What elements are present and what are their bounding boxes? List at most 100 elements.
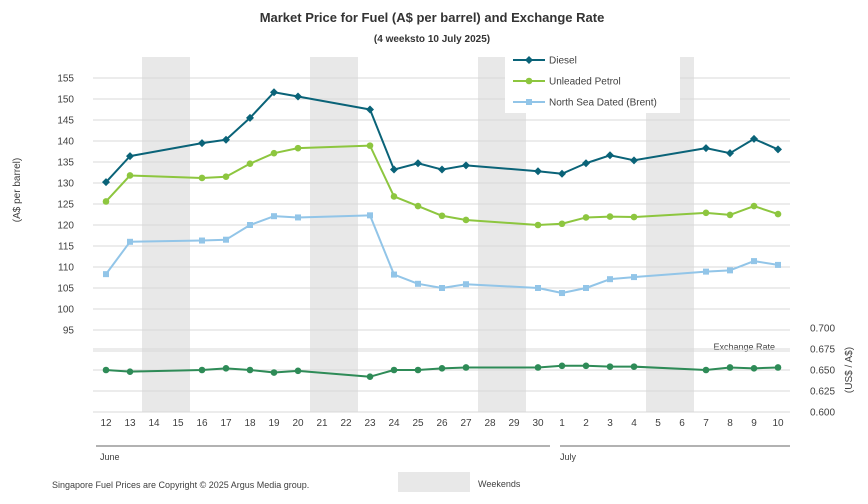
unleaded-petrol-series-point bbox=[774, 210, 782, 218]
y2-axis-label: (US$ / A$) bbox=[844, 347, 855, 393]
y-tick-label: 110 bbox=[58, 263, 74, 274]
exchange-rate-series-point bbox=[702, 366, 710, 374]
brent-series-point bbox=[559, 290, 565, 297]
exchange-rate-series-point bbox=[534, 364, 542, 371]
x-tick-label: 12 bbox=[100, 418, 112, 429]
exchange-rate-label: Exchange Rate bbox=[713, 342, 775, 352]
unleaded-petrol-series-point bbox=[750, 202, 758, 210]
brent-series-point bbox=[391, 271, 397, 278]
legend-label-diesel: Diesel bbox=[549, 56, 577, 67]
brent-series-point bbox=[775, 261, 781, 268]
brent-series-point bbox=[103, 271, 109, 278]
weekend-band-3 bbox=[646, 57, 694, 412]
legend-label-unleaded-petrol: Unleaded Petrol bbox=[549, 77, 621, 88]
unleaded-petrol-series-point bbox=[270, 149, 278, 157]
x-tick-label: 3 bbox=[607, 418, 613, 429]
brent-series-point bbox=[727, 267, 733, 274]
y-tick-label: 130 bbox=[57, 179, 74, 190]
exchange-rate-series-point bbox=[270, 369, 278, 376]
x-tick-label: 15 bbox=[172, 418, 184, 429]
x-tick-label: 26 bbox=[436, 418, 448, 429]
weekend-band-2 bbox=[478, 57, 526, 412]
x-tick-label: 19 bbox=[268, 418, 280, 429]
diesel-series-point bbox=[126, 152, 134, 161]
x-tick-label: 23 bbox=[364, 418, 376, 429]
exchange-rate-series-point bbox=[390, 366, 398, 374]
brent-series-point bbox=[439, 285, 445, 291]
brent-series-point bbox=[583, 285, 589, 291]
unleaded-petrol-series-point bbox=[702, 209, 710, 217]
unleaded-petrol-series-point bbox=[606, 213, 614, 220]
x-tick-label: 27 bbox=[460, 418, 472, 429]
brent-series-point bbox=[271, 213, 277, 220]
exchange-rate-series-point bbox=[222, 365, 230, 372]
diesel-series-point bbox=[702, 144, 710, 153]
diesel-series-point bbox=[462, 161, 470, 170]
diesel-series-point bbox=[366, 105, 374, 114]
exchange-rate-series-point bbox=[102, 366, 110, 374]
diesel-series-point bbox=[270, 88, 278, 97]
x-tick-label: 25 bbox=[412, 418, 424, 429]
brent-series-point bbox=[415, 280, 421, 287]
diesel-series-point bbox=[102, 178, 110, 187]
diesel-series-point bbox=[246, 113, 254, 122]
diesel-series-point bbox=[558, 169, 566, 178]
y-tick-label: 115 bbox=[58, 242, 74, 253]
x-tick-label: 22 bbox=[340, 418, 352, 429]
brent-series-point bbox=[247, 222, 253, 228]
unleaded-petrol-series-point bbox=[630, 213, 638, 221]
y-tick-label: 125 bbox=[57, 200, 74, 211]
legend-marker-diesel bbox=[525, 56, 533, 64]
brent-series-point bbox=[535, 285, 541, 291]
chart-subtitle: (4 weeksto 10 July 2025) bbox=[374, 34, 490, 45]
exchange-rate-series-point bbox=[774, 364, 782, 371]
brent-series-point bbox=[607, 276, 613, 283]
unleaded-petrol-series-point bbox=[438, 212, 446, 220]
diesel-series-point bbox=[726, 149, 734, 158]
x-tick-label: 7 bbox=[703, 418, 709, 429]
diesel-series-point bbox=[582, 159, 590, 168]
unleaded-petrol-series-point bbox=[198, 174, 206, 182]
x-tick-label: 10 bbox=[772, 418, 784, 429]
x-tick-label: 20 bbox=[292, 418, 304, 429]
y-tick-label: 150 bbox=[57, 95, 74, 106]
weekend-legend-swatch bbox=[398, 472, 470, 492]
diesel-series-point bbox=[774, 145, 782, 154]
brent-series-point bbox=[631, 274, 637, 281]
month-label-july: July bbox=[560, 452, 577, 462]
unleaded-petrol-series-point bbox=[534, 221, 542, 229]
month-label-june: June bbox=[100, 452, 120, 462]
weekend-band-0 bbox=[142, 57, 190, 412]
exchange-rate-series-point bbox=[126, 368, 134, 375]
x-tick-label: 1 bbox=[559, 418, 565, 429]
brent-series-point bbox=[463, 281, 469, 288]
x-tick-label: 6 bbox=[679, 418, 685, 429]
x-tick-label: 2 bbox=[583, 418, 589, 429]
y2-tick-label: 0.675 bbox=[810, 345, 835, 356]
x-tick-label: 18 bbox=[244, 418, 256, 429]
x-tick-label: 9 bbox=[751, 418, 757, 429]
x-tick-label: 30 bbox=[532, 418, 544, 429]
legend-label-brent: North Sea Dated (Brent) bbox=[549, 98, 657, 109]
y-tick-label: 120 bbox=[57, 221, 74, 232]
brent-series-point bbox=[367, 212, 373, 219]
brent-series-point bbox=[703, 268, 709, 275]
chart-title: Market Price for Fuel (A$ per barrel) an… bbox=[260, 10, 605, 25]
y-tick-label: 135 bbox=[57, 158, 74, 169]
unleaded-petrol-series-point bbox=[462, 216, 470, 224]
x-tick-label: 21 bbox=[316, 418, 328, 429]
brent-series-point bbox=[295, 214, 301, 221]
unleaded-petrol-series-point bbox=[126, 172, 134, 179]
exchange-rate-series-point bbox=[414, 366, 422, 374]
unleaded-petrol-series-point bbox=[222, 173, 230, 180]
y-axis-label: (A$ per barrel) bbox=[12, 158, 23, 222]
unleaded-petrol-series-point bbox=[366, 142, 374, 149]
diesel-series-point bbox=[630, 156, 638, 165]
diesel-series-point bbox=[414, 159, 422, 168]
diesel-series-point bbox=[534, 167, 542, 176]
exchange-rate-series-point bbox=[462, 364, 470, 371]
exchange-rate-series-point bbox=[750, 365, 758, 372]
exchange-rate-series-point bbox=[294, 367, 302, 375]
y2-tick-label: 0.600 bbox=[810, 408, 835, 419]
exchange-rate-series-point bbox=[606, 363, 614, 370]
